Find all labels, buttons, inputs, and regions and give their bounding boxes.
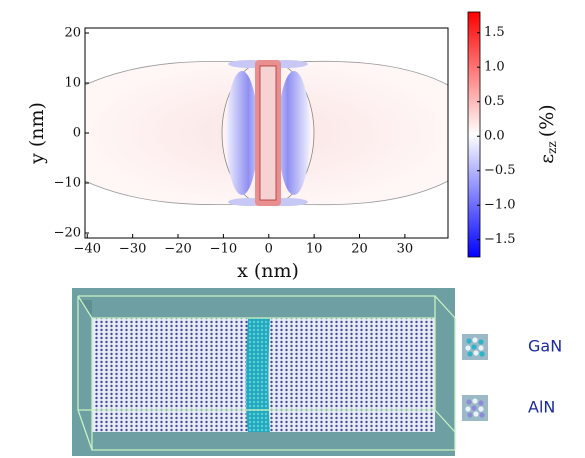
legend: GaN AlN (462, 334, 562, 421)
x-tick-label: 20 (351, 242, 368, 257)
x-tick-label: 0 (265, 242, 273, 257)
colorbar-tick-label: 1.5 (484, 25, 505, 40)
colorbar-symbol: ε (536, 154, 558, 164)
x-axis-label: x (nm) (237, 260, 299, 282)
legend-atom (471, 405, 477, 411)
legend-atom (471, 344, 477, 350)
legend-atom (466, 399, 472, 405)
legend-atom (472, 337, 478, 343)
legend-atom (479, 351, 485, 357)
legend-atom (478, 406, 484, 412)
colorbar-tick-label: −1.5 (484, 232, 516, 247)
y-axis-label: y (nm) (26, 102, 48, 165)
axes: −40 −30 −20 −10 0 10 20 30 −20 −10 0 10 20 (54, 26, 414, 257)
legend-atom (467, 412, 473, 418)
legend-atom (467, 351, 473, 357)
legend-label: AlN (528, 398, 555, 417)
colorbar-tick-label: 1.0 (484, 60, 505, 75)
legend-atom (466, 338, 472, 344)
colorbar-tick-label: 0.0 (484, 129, 505, 144)
legend-label: GaN (528, 337, 562, 356)
legend-atom (473, 411, 479, 417)
colorbar-label: εzz (%) (536, 104, 559, 163)
x-tick-label: −40 (74, 242, 101, 257)
x-tick-label: −20 (164, 242, 191, 257)
legend-atom (472, 398, 478, 404)
y-tick-label: 0 (73, 126, 81, 141)
legend-atom (478, 339, 484, 345)
legend-atom (479, 412, 485, 418)
colorbar-tick-label: 0.5 (484, 94, 505, 109)
y-tick-label: −10 (54, 176, 81, 191)
y-tick-label: 10 (64, 76, 81, 91)
legend-atom (465, 345, 471, 351)
x-tick-label: 30 (397, 242, 414, 257)
legend-atom (478, 400, 484, 406)
colorbar-tick-label: −0.5 (484, 163, 516, 178)
x-tick-label: 10 (306, 242, 323, 257)
legend-atom (473, 350, 479, 356)
legend-atom (465, 406, 471, 412)
structure-render (72, 288, 456, 456)
x-tick-label: −10 (210, 242, 237, 257)
colorbar-subscript: zz (545, 141, 559, 154)
contour-field (84, 28, 449, 238)
x-tick-label: −30 (119, 242, 146, 257)
colorbar (467, 11, 481, 258)
colorbar-unit: (%) (536, 104, 558, 137)
y-tick-label: 20 (64, 26, 81, 41)
colorbar-tick-label: −1.0 (484, 198, 516, 213)
y-tick-label: −20 (54, 226, 81, 241)
legend-atom (478, 345, 484, 351)
